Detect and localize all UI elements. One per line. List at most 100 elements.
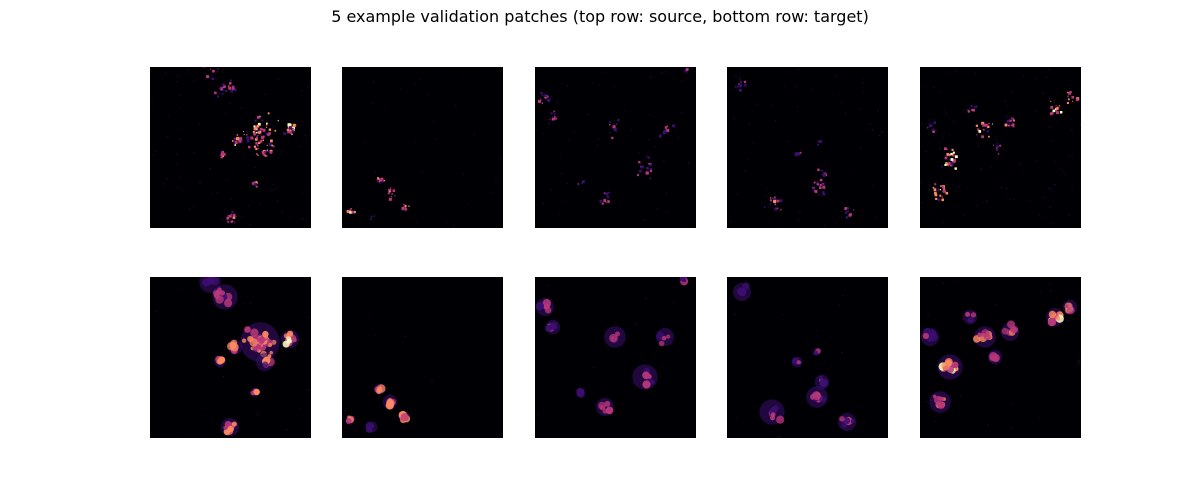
signal-pixel [255, 181, 258, 184]
signal-pixel [260, 133, 262, 135]
signal-pixel [824, 172, 826, 174]
signal-pixel [264, 154, 267, 157]
signal-blob [225, 427, 234, 435]
signal-pixel [818, 193, 820, 196]
signal-pixel [981, 121, 985, 125]
signal-blob [262, 361, 269, 368]
signal-pixel [265, 126, 267, 128]
noise-pixel [1022, 74, 1024, 77]
noise-pixel [550, 188, 552, 191]
signal-pixel [939, 189, 942, 191]
signal-pixel [404, 206, 407, 209]
noise-pixel [176, 81, 178, 83]
noise-pixel [630, 129, 632, 131]
signal-pixel [822, 174, 824, 176]
signal-pixel [1058, 105, 1061, 107]
noise-pixel [357, 206, 359, 208]
noise-pixel [656, 207, 658, 210]
signal-pixel [844, 207, 848, 210]
signal-pixel [206, 75, 210, 79]
noise-pixel [179, 94, 181, 96]
signal-blob [739, 287, 745, 293]
noise-pixel [1044, 319, 1046, 321]
noise-pixel [551, 95, 553, 97]
signal-pixel [227, 215, 229, 217]
signal-pixel [403, 204, 405, 206]
signal-pixel [1007, 124, 1010, 127]
signal-pixel [231, 87, 235, 90]
noise-pixel [1035, 110, 1038, 112]
signal-blob [599, 404, 605, 411]
signal-blob [813, 350, 818, 356]
signal-pixel [222, 152, 226, 156]
signal-pixel [379, 182, 381, 184]
signal-pixel [218, 92, 220, 94]
signal-pixel [210, 68, 211, 70]
signal-pixel [775, 204, 777, 206]
noise-pixel [680, 80, 683, 82]
signal-pixel [816, 183, 819, 186]
noise-pixel [1050, 140, 1052, 142]
signal-blob [1001, 327, 1009, 335]
target-patch-4-image [733, 282, 865, 438]
noise-pixel [305, 218, 308, 220]
noise-pixel [926, 401, 928, 403]
signal-pixel [942, 186, 945, 189]
noise-pixel [152, 154, 154, 156]
noise-pixel [179, 107, 181, 109]
signal-blob [262, 330, 269, 338]
noise-pixel [948, 134, 950, 136]
signal-pixel [255, 185, 258, 188]
signal-pixel [291, 130, 294, 133]
signal-pixel [255, 153, 258, 155]
signal-blob [269, 350, 273, 355]
signal-blob [839, 416, 845, 422]
signal-pixel [350, 208, 352, 210]
signal-pixel [603, 192, 606, 194]
signal-pixel [822, 185, 826, 189]
signal-pixel [232, 140, 234, 142]
noise-pixel [180, 170, 182, 172]
noise-pixel [250, 302, 252, 304]
signal-pixel [1068, 92, 1071, 95]
signal-pixel [1056, 111, 1059, 114]
signal-pixel [551, 117, 555, 121]
noise-pixel [259, 203, 261, 205]
noise-pixel [597, 138, 599, 140]
source-patch-4-image [730, 69, 884, 227]
signal-pixel [381, 180, 384, 183]
signal-pixel [250, 136, 254, 140]
noise-pixel [1051, 222, 1054, 224]
signal-pixel [231, 210, 234, 214]
signal-pixel [370, 215, 373, 218]
signal-pixel [740, 81, 743, 84]
signal-pixel [949, 163, 953, 167]
noise-pixel [935, 420, 937, 422]
signal-blob [576, 390, 585, 399]
noise-pixel [666, 211, 668, 213]
noise-pixel [648, 139, 650, 141]
noise-pixel [254, 362, 256, 364]
noise-pixel [735, 76, 737, 78]
noise-pixel [775, 120, 777, 122]
noise-pixel [839, 304, 841, 306]
signal-blob [365, 426, 373, 433]
noise-pixel [414, 82, 416, 84]
noise-pixel [231, 173, 233, 175]
signal-pixel [246, 134, 248, 136]
signal-blob [244, 326, 251, 333]
noise-pixel [937, 190, 940, 192]
signal-blob [679, 277, 686, 282]
signal-pixel [663, 129, 667, 133]
noise-pixel [927, 314, 929, 316]
target-patch-4 [727, 277, 888, 438]
signal-pixel [217, 71, 219, 73]
signal-pixel [229, 82, 232, 85]
signal-blob [535, 302, 545, 311]
noise-pixel [953, 120, 955, 123]
noise-pixel [556, 102, 558, 104]
noise-pixel [455, 105, 457, 107]
signal-pixel [262, 153, 266, 156]
signal-pixel [540, 91, 543, 95]
signal-pixel [934, 183, 937, 186]
